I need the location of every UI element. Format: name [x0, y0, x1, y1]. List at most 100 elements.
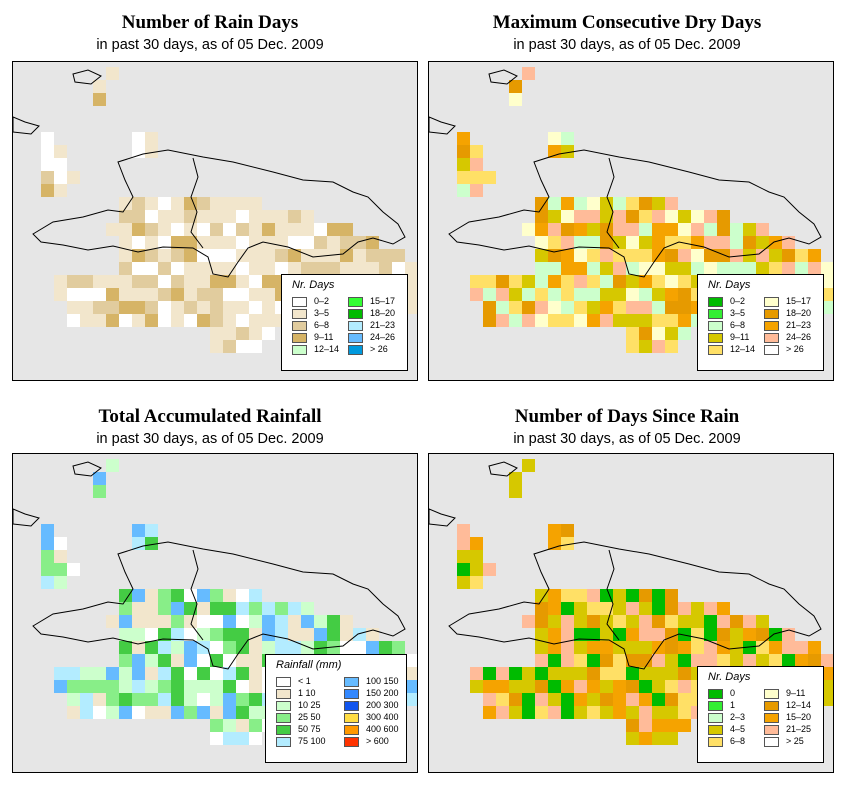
grid-cell — [665, 589, 678, 602]
grid-cell — [613, 275, 626, 288]
grid-cell — [743, 236, 756, 249]
legend-label: 6–8 — [730, 320, 746, 330]
grid-cell — [717, 236, 730, 249]
grid-cell — [236, 615, 249, 628]
grid-cell — [665, 719, 678, 732]
grid-cell — [561, 654, 574, 667]
grid-cell — [236, 654, 249, 667]
grid-cell — [275, 210, 288, 223]
grid-cell — [327, 223, 340, 236]
grid-cell — [678, 210, 691, 223]
grid-cell — [249, 340, 262, 353]
grid-cell — [691, 641, 704, 654]
grid-cell — [171, 236, 184, 249]
grid-cell — [574, 693, 587, 706]
legend-swatch — [344, 725, 359, 735]
grid-cell — [652, 732, 665, 745]
grid-cell — [639, 288, 652, 301]
grid-cell — [522, 314, 535, 327]
grid-cell — [457, 171, 470, 184]
grid-cell — [587, 680, 600, 693]
grid-cell — [249, 654, 262, 667]
grid-cell — [509, 706, 522, 719]
grid-cell — [587, 210, 600, 223]
grid-cell — [496, 288, 509, 301]
grid-cell — [210, 236, 223, 249]
grid-cell — [652, 262, 665, 275]
grid-cell — [535, 236, 548, 249]
grid-cell — [340, 262, 353, 275]
grid-cell — [678, 654, 691, 667]
grid-cell — [704, 615, 717, 628]
grid-cell — [678, 628, 691, 641]
grid-cell — [483, 171, 496, 184]
grid-cell — [483, 275, 496, 288]
grid-cell — [678, 314, 691, 327]
grid-cell — [652, 615, 665, 628]
grid-cell — [145, 223, 158, 236]
grid-cell — [119, 288, 132, 301]
grid-cell — [158, 589, 171, 602]
grid-cell — [626, 641, 639, 654]
legend-label: 50 75 — [298, 724, 321, 734]
grid-cell — [236, 262, 249, 275]
grid-cell — [639, 732, 652, 745]
grid-cell — [561, 706, 574, 719]
grid-cell — [613, 654, 626, 667]
country-border — [190, 157, 204, 249]
legend-title: Rainfall (mm) — [276, 659, 342, 671]
grid-cell — [184, 314, 197, 327]
grid-cell — [197, 693, 210, 706]
grid-cell — [561, 667, 574, 680]
grid-cell — [509, 288, 522, 301]
grid-cell — [548, 132, 561, 145]
grid-cell — [262, 615, 275, 628]
grid-cell — [639, 340, 652, 353]
grid-cell — [275, 262, 288, 275]
grid-cell — [496, 314, 509, 327]
legend: Nr. Days 0–2 3–5 6–8 9–11 12–14 15–17 18–20 21–… — [697, 274, 824, 371]
grid-cell — [405, 667, 417, 680]
grid-cell — [535, 210, 548, 223]
grid-cell — [197, 301, 210, 314]
grid-cell — [626, 262, 639, 275]
legend-label: 12–14 — [786, 700, 812, 710]
grid-cell — [288, 615, 301, 628]
grid-cell — [236, 288, 249, 301]
grid-cell — [782, 654, 795, 667]
grid-cell — [470, 145, 483, 158]
grid-cell — [223, 301, 236, 314]
grid-cell — [652, 589, 665, 602]
legend-label: 24–26 — [786, 332, 812, 342]
legend-swatch — [708, 701, 723, 711]
grid-cell — [262, 327, 275, 340]
grid-cell — [210, 262, 223, 275]
grid-cell — [184, 210, 197, 223]
grid-cell — [574, 249, 587, 262]
legend-label: 3–5 — [314, 308, 330, 318]
grid-cell — [249, 589, 262, 602]
grid-cell — [197, 706, 210, 719]
grid-cell — [652, 693, 665, 706]
grid-cell — [340, 641, 353, 654]
island-outline — [32, 541, 406, 670]
grid-cell — [249, 732, 262, 745]
grid-cell — [483, 301, 496, 314]
grid-cell — [93, 288, 106, 301]
grid-cell — [93, 275, 106, 288]
grid-cell — [535, 602, 548, 615]
grid-cell — [561, 602, 574, 615]
grid-cell — [340, 615, 353, 628]
grid-cell — [145, 667, 158, 680]
grid-cell — [223, 602, 236, 615]
grid-cell — [483, 667, 496, 680]
grid-cell — [145, 288, 158, 301]
grid-cell — [132, 301, 145, 314]
grid-cell — [626, 719, 639, 732]
grid-cell — [717, 654, 730, 667]
grid-cell — [119, 210, 132, 223]
grid-cell — [756, 262, 769, 275]
grid-cell — [236, 667, 249, 680]
grid-cell — [483, 680, 496, 693]
grid-cell — [223, 249, 236, 262]
